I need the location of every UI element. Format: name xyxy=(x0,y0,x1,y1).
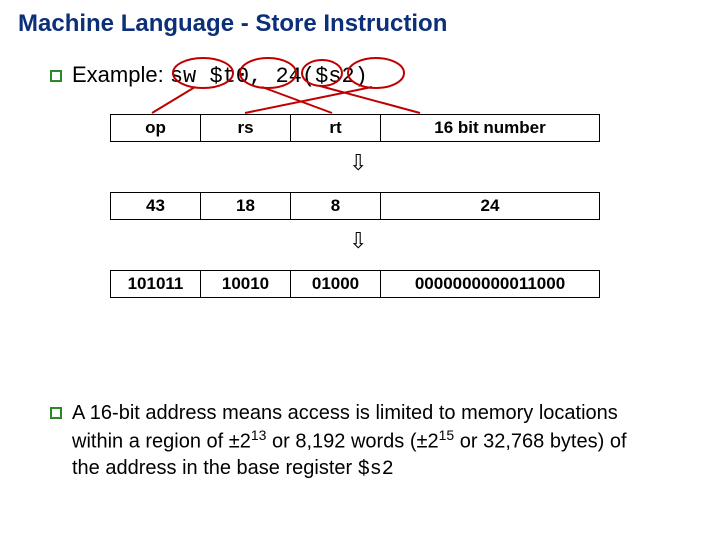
table-cell: 8 xyxy=(291,193,381,219)
decimal-values-table: 4318824 xyxy=(110,192,600,220)
table-cell: rs xyxy=(201,115,291,141)
example-code: sw $t0, 24($s2) xyxy=(170,64,368,89)
body-paragraph: A 16-bit address means access is limited… xyxy=(72,400,642,483)
table-cell: rt xyxy=(291,115,381,141)
example-line: Example: sw $t0, 24($s2) xyxy=(72,62,368,89)
table-cell: op xyxy=(111,115,201,141)
table-cell: 43 xyxy=(111,193,201,219)
table-cell: 16 bit number xyxy=(381,115,599,141)
down-arrow-icon: ⇩ xyxy=(349,228,367,254)
page-title: Machine Language - Store Instruction xyxy=(18,10,447,38)
field-labels-table: oprsrt16 bit number xyxy=(110,114,600,142)
table-cell: 18 xyxy=(201,193,291,219)
down-arrow-icon: ⇩ xyxy=(349,150,367,176)
example-prefix: Example: xyxy=(72,62,164,87)
table-cell: 101011 xyxy=(111,271,201,297)
table-cell: 0000000000011000 xyxy=(381,271,599,297)
bullet-icon xyxy=(50,407,62,419)
bullet-icon xyxy=(50,70,62,82)
table-cell: 24 xyxy=(381,193,599,219)
table-cell: 01000 xyxy=(291,271,381,297)
binary-values-table: 10101110010010000000000000011000 xyxy=(110,270,600,298)
table-cell: 10010 xyxy=(201,271,291,297)
